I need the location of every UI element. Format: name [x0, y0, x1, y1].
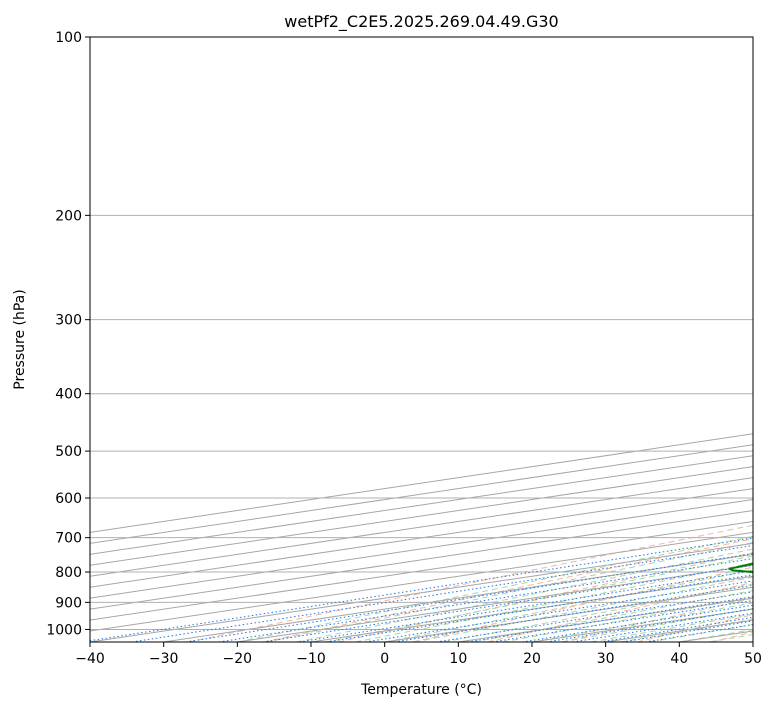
isotherm-line — [90, 499, 753, 599]
isotherm-line — [90, 509, 753, 610]
background-lines — [90, 37, 753, 642]
x-tick-label: 20 — [523, 651, 541, 667]
moist-adiabat — [414, 576, 753, 642]
mixing-ratio-line — [131, 545, 753, 642]
x-tick-label: 10 — [449, 651, 467, 667]
x-tick-label: −20 — [223, 651, 253, 667]
x-tick-label: 0 — [380, 651, 389, 667]
axes: −40 −30 −20 −10 0 10 20 30 40 50 100 200 300 400 500 60… — [46, 30, 762, 667]
y-tick-label: 200 — [55, 208, 82, 224]
isotherm-line — [90, 520, 753, 621]
plot-frame — [89, 36, 754, 643]
y-tick-label: 400 — [55, 387, 82, 403]
x-axis-title: Temperature (°C) — [360, 682, 482, 698]
mixing-ratio-line — [492, 600, 753, 642]
isotherm-line — [90, 466, 753, 566]
y-tick-label: 800 — [55, 565, 82, 581]
dry-adiabat — [188, 524, 753, 642]
x-tick-label: −30 — [149, 651, 179, 667]
isotherm-line — [90, 444, 753, 544]
mixing-ratio-line — [522, 604, 753, 642]
y-tick-label: 500 — [55, 444, 82, 460]
mixing-ratio-line — [436, 591, 753, 642]
y-axis-title: Pressure (hPa) — [12, 289, 28, 389]
isotherm-line — [90, 455, 753, 555]
isotherm-line — [90, 488, 753, 588]
moist-adiabat — [355, 562, 753, 642]
x-tick-label: 30 — [597, 651, 615, 667]
x-tick-label: −40 — [75, 651, 105, 667]
mixing-ratio-line — [185, 553, 753, 642]
mixing-ratio-line — [467, 596, 753, 642]
isotherm-line — [90, 531, 753, 632]
isotherm-line — [90, 477, 753, 577]
moist-adiabat — [502, 596, 753, 642]
moist-adiabat — [266, 541, 753, 642]
y-tick-label: 100 — [55, 30, 82, 46]
x-tick-label: −10 — [296, 651, 326, 667]
y-tick-label: 600 — [55, 491, 82, 507]
mixing-ratio-line — [90, 537, 753, 642]
y-tick-label: 1000 — [46, 622, 82, 638]
y-tick-label: 300 — [55, 313, 82, 329]
y-tick-label: 900 — [55, 595, 82, 611]
chart-title: wetPf2_C2E5.2025.269.04.49.G30 — [284, 12, 558, 32]
y-tick-label: 700 — [55, 531, 82, 547]
x-tick-label: 50 — [744, 651, 762, 667]
x-tick-label: 40 — [670, 651, 688, 667]
